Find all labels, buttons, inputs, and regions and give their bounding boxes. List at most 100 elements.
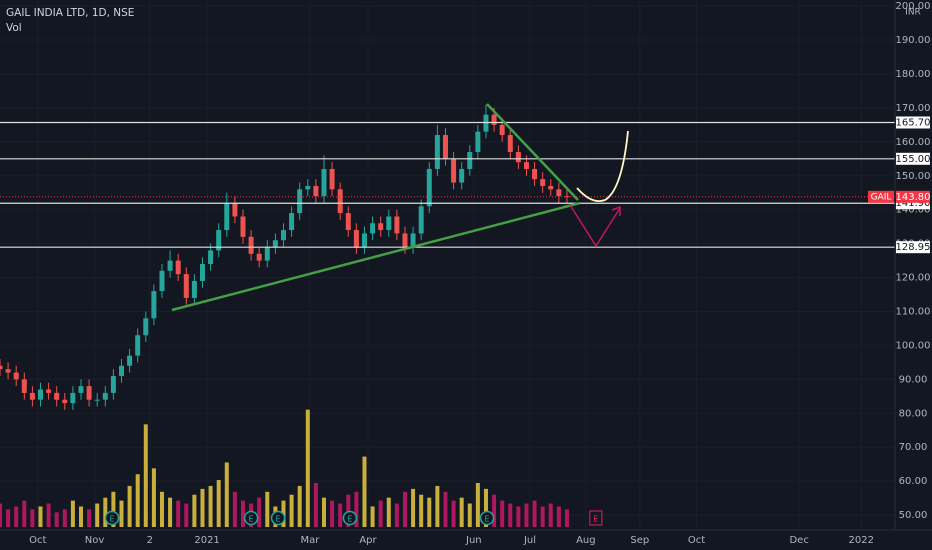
- volume-bar: [200, 488, 205, 527]
- candle-body: [329, 168, 335, 190]
- volume-bar: [87, 509, 92, 527]
- volume-bar: [54, 512, 59, 527]
- candle-body: [21, 379, 27, 393]
- candle-body: [143, 318, 149, 336]
- candle-body: [191, 280, 197, 298]
- y-tick-label: 170.00: [896, 103, 931, 114]
- volume-bar: [265, 491, 270, 527]
- volume-bar: [313, 483, 318, 527]
- candle-body: [321, 168, 327, 197]
- candle-body: [313, 185, 319, 197]
- volume-bar: [330, 500, 335, 527]
- candle-body: [240, 216, 246, 237]
- event-label: E: [110, 515, 115, 524]
- x-tick-label: 2021: [194, 535, 219, 546]
- trendline: [486, 103, 579, 201]
- candle-body: [102, 392, 108, 400]
- event-label: E: [485, 515, 490, 524]
- volume-bar: [532, 500, 537, 527]
- candle-body: [216, 230, 222, 251]
- candle-body: [280, 230, 286, 241]
- candle-body: [135, 335, 141, 356]
- volume-bar: [14, 506, 19, 527]
- candle-body: [305, 185, 311, 190]
- candle-body: [337, 189, 343, 214]
- candle-body: [5, 369, 11, 373]
- candle-body: [110, 375, 116, 393]
- candle-body: [151, 291, 157, 319]
- event-marker: [589, 510, 603, 526]
- candle-body: [62, 399, 68, 404]
- volume-bar: [257, 497, 262, 527]
- volume-bar: [135, 474, 140, 527]
- y-tick-label: 110.00: [896, 306, 931, 317]
- volume-bar: [370, 506, 375, 527]
- event-marker: [104, 510, 120, 526]
- volume-bar: [564, 509, 569, 527]
- x-tick-label: Sep: [630, 535, 649, 546]
- y-tick-label: 50.00: [899, 510, 928, 521]
- chart-title: GAIL INDIA LTD, 1D, NSE: [6, 7, 134, 19]
- candle-body: [548, 185, 554, 190]
- volume-bar: [548, 503, 553, 527]
- candle-body: [394, 216, 400, 234]
- volume-bar: [362, 456, 367, 527]
- volume-bar: [119, 500, 124, 527]
- volume-bar: [459, 497, 464, 527]
- candle-body: [532, 168, 538, 180]
- volume-bar: [467, 503, 472, 527]
- y-tick-label: 190.00: [896, 35, 931, 46]
- candle-body: [54, 392, 60, 400]
- volume-bar: [451, 500, 456, 527]
- volume-bar: [378, 500, 383, 527]
- volume-bar: [184, 503, 189, 527]
- candle-body: [523, 162, 529, 169]
- candle-body: [208, 250, 214, 264]
- volume-bar: [321, 497, 326, 527]
- last-price-box: [896, 190, 930, 203]
- candle-body: [167, 260, 173, 271]
- y-tick-label: 160.00: [896, 137, 931, 148]
- candle-body: [118, 365, 124, 376]
- volume-bar: [127, 485, 132, 527]
- candle-body: [183, 274, 189, 298]
- candle-body: [256, 253, 262, 261]
- level-label: 165.70: [896, 117, 931, 128]
- volume-bar: [78, 506, 83, 527]
- levels: [0, 121, 895, 248]
- volume-bar: [556, 506, 561, 527]
- y-tick-label: 90.00: [899, 374, 928, 385]
- volume-bar: [192, 494, 197, 527]
- event-marker: [243, 510, 259, 526]
- x-tick-label: Jun: [465, 535, 482, 546]
- volume-bar: [143, 424, 148, 527]
- level-label-box: [896, 241, 930, 254]
- last-price-name: GAIL: [871, 192, 892, 202]
- candle-body: [224, 202, 230, 231]
- y-tick-label: 140.00: [896, 205, 931, 216]
- candle-body: [499, 124, 505, 136]
- volume-label: Vol: [6, 22, 22, 34]
- volume-bar: [62, 509, 67, 527]
- y-tick-label: 200.00: [896, 1, 931, 12]
- candle-body: [564, 196, 570, 198]
- candle-body: [540, 179, 546, 186]
- x-tick-label: Oct: [29, 535, 46, 546]
- volume-bar: [524, 503, 529, 527]
- candle-body: [459, 168, 465, 183]
- volume-bar: [402, 491, 407, 527]
- x-tick-label: 2: [147, 535, 153, 546]
- candle-body: [37, 389, 43, 400]
- volume-bar: [483, 488, 488, 527]
- candle-body: [264, 247, 270, 261]
- level-label-box: [896, 152, 930, 165]
- candle-body: [353, 230, 359, 248]
- candle-body: [475, 131, 481, 153]
- volume-bar: [435, 485, 440, 527]
- candle-body: [418, 206, 424, 234]
- volume-bar: [0, 503, 2, 527]
- arrow-path: [569, 204, 621, 248]
- candle-body: [70, 392, 76, 404]
- candle-body: [402, 233, 408, 248]
